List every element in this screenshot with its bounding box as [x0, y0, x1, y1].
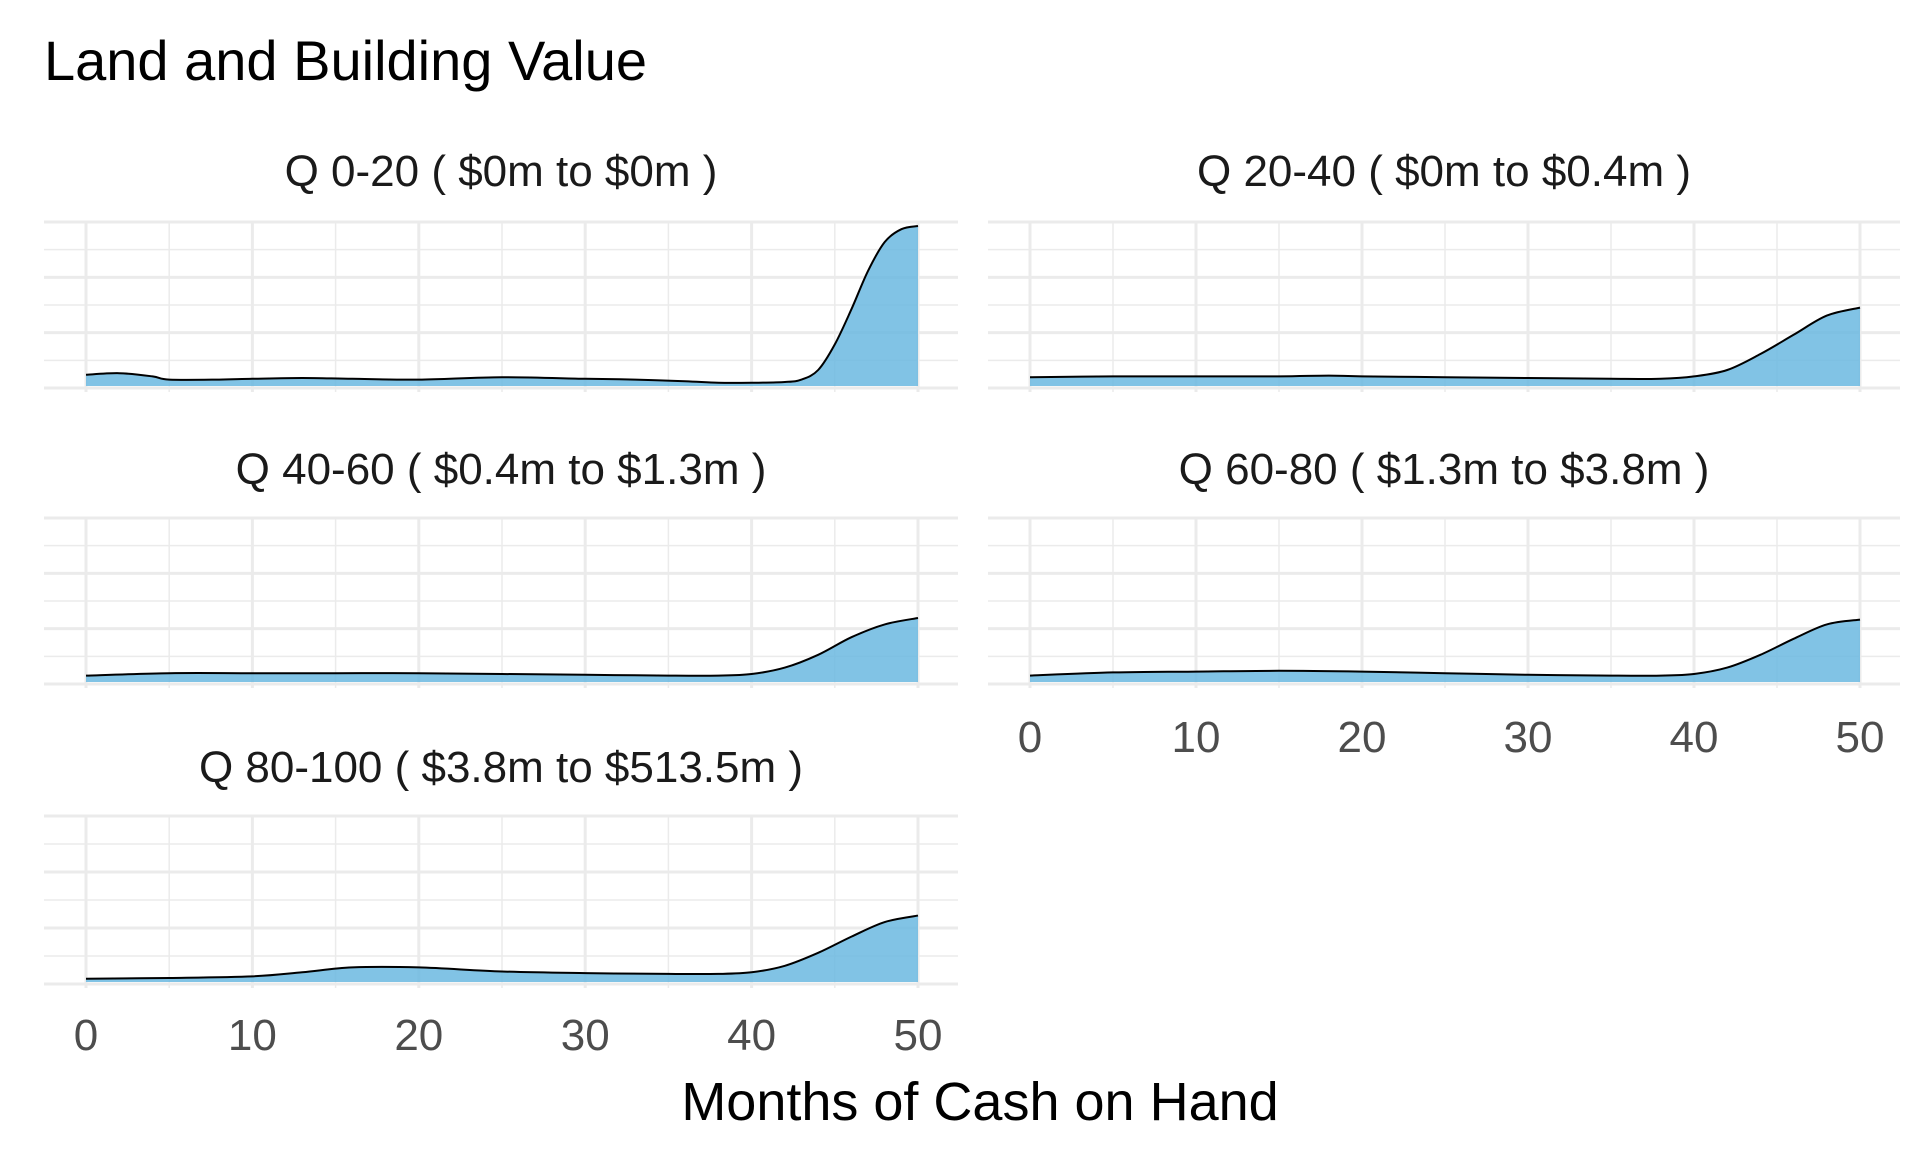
facet-strip-label: Q 60-80 ( $1.3m to $3.8m ) [1179, 445, 1710, 494]
facet-strip-label: Q 40-60 ( $0.4m to $1.3m ) [236, 445, 767, 494]
x-tick-label: 0 [74, 1011, 98, 1060]
x-tick-label: 20 [394, 1011, 443, 1060]
x-axis-label: Months of Cash on Hand [681, 1072, 1278, 1132]
facet-panel: Q 60-80 ( $1.3m to $3.8m ) 0 10 20 30 40 50 [988, 445, 1900, 762]
x-tick-label: 40 [1670, 713, 1719, 762]
facet-strip-label: Q 0-20 ( $0m to $0m ) [285, 147, 718, 196]
density-area [1030, 307, 1860, 386]
density-area [86, 226, 918, 386]
facet-panel: Q 40-60 ( $0.4m to $1.3m ) [44, 445, 958, 688]
density-line [1029, 306, 1861, 381]
x-tick-label: 50 [1836, 713, 1885, 762]
x-tick-label: 0 [1018, 713, 1042, 762]
panel-grid [988, 516, 1900, 688]
x-tick-label: 10 [228, 1011, 277, 1060]
panel-grid [44, 814, 958, 988]
density-line [1029, 618, 1861, 677]
facet-strip-label: Q 80-100 ( $3.8m to $513.5m ) [199, 743, 803, 792]
x-tick-label: 50 [894, 1011, 943, 1060]
x-tick-label: 20 [1338, 713, 1387, 762]
facet-panel: Q 20-40 ( $0m to $0.4m ) [988, 147, 1900, 392]
density-area [86, 915, 918, 982]
density-area [86, 618, 918, 682]
x-tick-label: 40 [727, 1011, 776, 1060]
x-tick-label: 30 [561, 1011, 610, 1060]
facet-panel: Q 0-20 ( $0m to $0m ) [44, 147, 958, 392]
density-area [1030, 619, 1860, 682]
facet-panels: Q 0-20 ( $0m to $0m ) Q 20-40 ( $0m to $0… [44, 147, 1900, 1060]
panel-grid [988, 220, 1900, 392]
facet-strip-label: Q 20-40 ( $0m to $0.4m ) [1197, 147, 1691, 196]
density-line [85, 914, 919, 980]
facet-panel: Q 80-100 ( $3.8m to $513.5m ) 0 10 20 30 40 50 [44, 743, 958, 1060]
density-line [85, 617, 919, 677]
x-tick-label: 10 [1172, 713, 1221, 762]
x-tick-label: 30 [1504, 713, 1553, 762]
panel-grid [44, 516, 958, 688]
chart-title: Land and Building Value [44, 29, 647, 92]
density-line [85, 225, 919, 384]
